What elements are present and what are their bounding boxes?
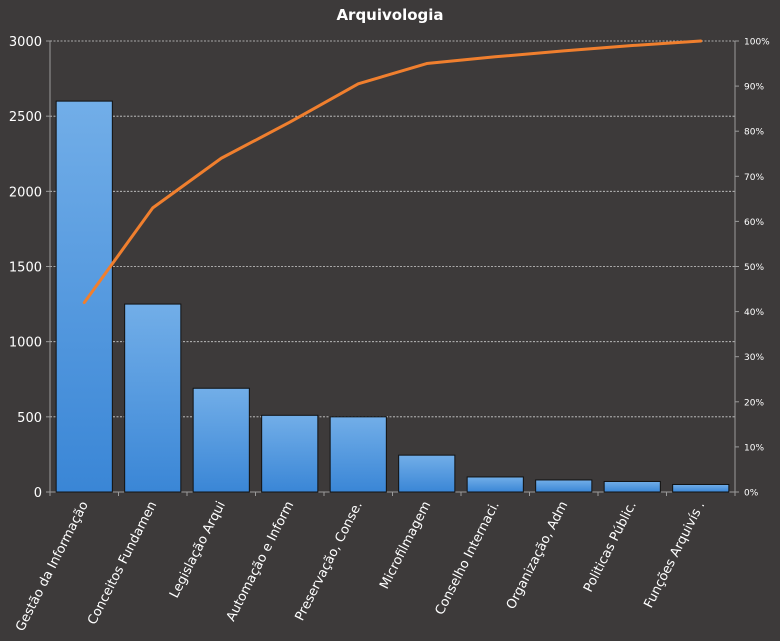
bar-1 <box>55 100 113 493</box>
x-tick-label: Gestão da Informação <box>13 499 92 634</box>
bar-9 <box>603 480 661 493</box>
bar-2 <box>124 303 182 493</box>
bar-6 <box>398 454 456 493</box>
y-tick-label: 3000 <box>9 35 42 50</box>
x-tick-label: Automação e Inform <box>224 499 298 624</box>
y2-tick-label: 90% <box>744 83 764 93</box>
x-tick-label: Microfilmagem <box>377 499 434 592</box>
x-tick-label: Organização, Adm <box>504 499 571 612</box>
y-tick-label: 2500 <box>9 110 42 125</box>
cumulative-percent-line <box>82 39 703 305</box>
chart-title: Arquivologia <box>336 6 444 24</box>
x-tick-label: Funções Arquivís . <box>642 499 709 611</box>
bar-4 <box>261 414 319 493</box>
bar-8 <box>535 479 593 493</box>
x-tick-label: Legislação Arqui <box>167 499 229 601</box>
x-tick-label: Politicas Públic. <box>581 499 640 595</box>
bar-10 <box>672 483 730 493</box>
y-tick-label: 1500 <box>9 261 42 276</box>
y2-tick-label: 40% <box>744 308 764 318</box>
y2-tick-label: 100% <box>744 38 770 48</box>
bar-3 <box>192 387 250 493</box>
y-tick-label: 2000 <box>9 185 42 200</box>
y-tick-label: 0 <box>34 486 42 501</box>
y2-tick-label: 60% <box>744 218 764 228</box>
y-tick-label: 1000 <box>9 336 42 351</box>
tick-labels: 0 500 1000 1500 2000 2500 3000 0% 10% 20% 30% 40% 50… <box>9 35 770 634</box>
y2-tick-label: 20% <box>744 398 764 408</box>
y2-tick-label: 80% <box>744 128 764 138</box>
x-tick-label: Conceitos Fundamen <box>85 499 160 627</box>
y-tick-label: 500 <box>17 411 42 426</box>
cumulative-line <box>82 39 703 305</box>
x-tick-label: Preservação, Conse. <box>293 499 366 623</box>
y2-tick-label: 50% <box>744 263 764 273</box>
y2-tick-label: 0% <box>744 489 759 499</box>
bar-5 <box>329 416 387 493</box>
y2-tick-label: 10% <box>744 443 764 453</box>
gridlines <box>50 40 735 418</box>
bar-7 <box>466 476 524 493</box>
y2-tick-label: 30% <box>744 353 764 363</box>
y2-tick-label: 70% <box>744 173 764 183</box>
bars <box>55 100 730 493</box>
x-tick-label: Conselho Internaci. <box>433 499 503 618</box>
